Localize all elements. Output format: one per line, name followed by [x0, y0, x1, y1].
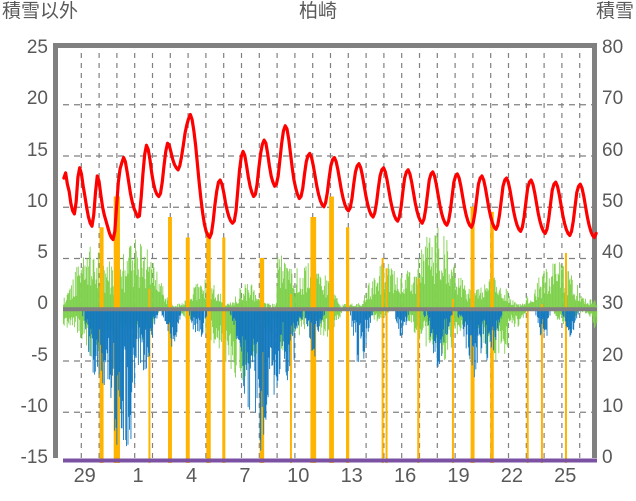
- y-tick-left: 20: [26, 88, 48, 110]
- y-tick-left: 25: [26, 37, 48, 58]
- y-tick-left: 5: [37, 242, 48, 263]
- x-tick: 16: [393, 465, 417, 487]
- series-temperature: [62, 112, 598, 242]
- x-tick: 25: [554, 465, 577, 487]
- right-axis-title: 積雪: [595, 1, 634, 22]
- y-tick-right: 80: [602, 37, 624, 58]
- series-snowfall: [82, 309, 579, 451]
- x-tick: 19: [447, 465, 470, 487]
- y-tick-left: -10: [20, 395, 48, 417]
- chart-title: 柏崎: [298, 1, 337, 22]
- y-tick-right: 0: [602, 447, 613, 468]
- y-axis-left: 25 20 15 10 5 0 -5 -10 -15: [0, 38, 48, 467]
- y-tick-left: -15: [20, 447, 48, 468]
- left-axis-title: 積雪以外: [2, 1, 79, 22]
- plot-area: [53, 43, 598, 463]
- chart-svg: [62, 53, 598, 463]
- x-tick: 22: [500, 465, 524, 487]
- y-tick-left: 10: [26, 190, 48, 212]
- x-tick: 29: [73, 465, 96, 487]
- x-tick: 4: [185, 465, 198, 487]
- y-tick-left: 0: [37, 293, 48, 315]
- y-tick-right: 70: [602, 88, 624, 110]
- x-axis: 29 1 4 7 10 13 16 19 22 25: [53, 462, 597, 498]
- y-tick-right: 20: [602, 344, 624, 366]
- x-tick: 7: [239, 465, 251, 487]
- x-tick: 1: [132, 465, 144, 487]
- y-axis-right: 80 70 60 50 40 30 20 10 0: [602, 38, 636, 467]
- y-tick-right: 10: [602, 395, 624, 417]
- y-tick-right: 50: [602, 190, 624, 212]
- y-tick-left: 15: [26, 139, 48, 161]
- y-tick-left: -5: [31, 344, 48, 366]
- y-tick-right: 40: [602, 242, 624, 263]
- plot-canvas: [58, 48, 602, 463]
- x-tick: 13: [340, 465, 363, 487]
- y-tick-right: 30: [602, 293, 624, 315]
- x-tick: 10: [287, 465, 310, 487]
- y-tick-right: 60: [602, 139, 624, 161]
